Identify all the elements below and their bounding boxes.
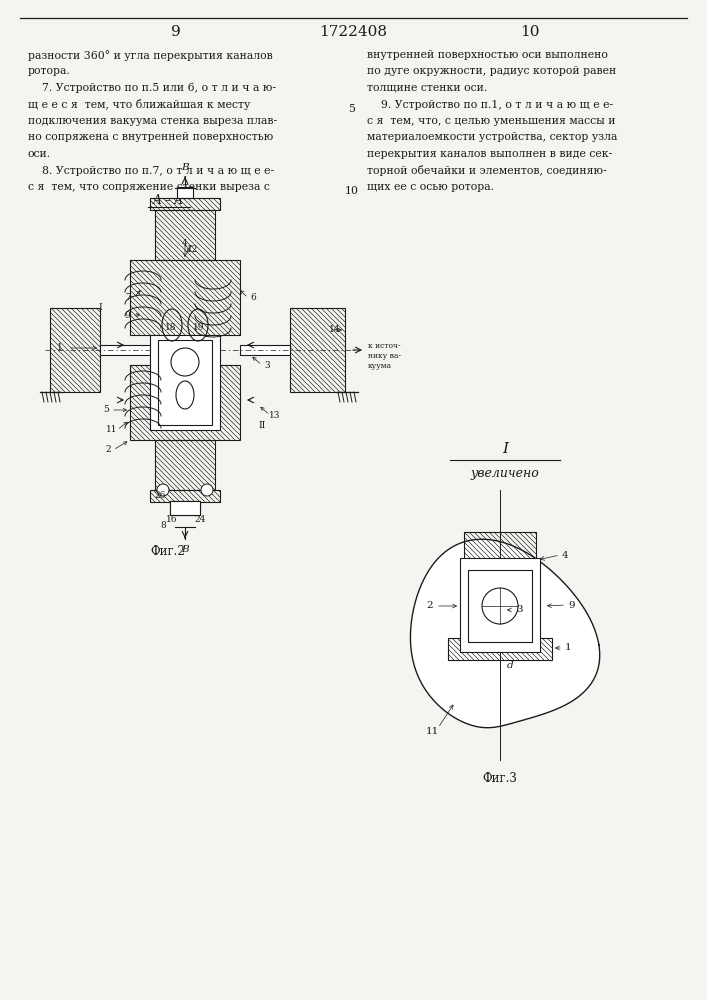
Text: 10: 10	[345, 186, 359, 196]
Text: 3: 3	[264, 360, 270, 369]
Text: увеличено: увеличено	[471, 468, 539, 481]
Text: 10: 10	[520, 25, 539, 39]
Text: 2: 2	[105, 446, 111, 454]
Text: 9: 9	[171, 25, 181, 39]
Bar	[150, 490, 220, 502]
Text: 7: 7	[125, 294, 131, 302]
Bar	[150, 335, 220, 430]
Text: 11: 11	[106, 426, 118, 434]
Bar	[468, 570, 532, 642]
Text: II: II	[258, 420, 266, 430]
Text: 5: 5	[349, 104, 356, 113]
Bar	[130, 260, 240, 335]
Text: 7. Устройство по п.5 или 6, о т л и ч а ю-: 7. Устройство по п.5 или 6, о т л и ч а …	[28, 83, 276, 93]
Bar	[155, 440, 215, 490]
Bar	[240, 345, 290, 355]
Text: 3: 3	[517, 605, 523, 614]
Text: куума: куума	[368, 362, 392, 370]
Text: ротора.: ротора.	[28, 66, 71, 77]
Text: перекрытия каналов выполнен в виде сек-: перекрытия каналов выполнен в виде сек-	[367, 149, 612, 159]
Text: внутренней поверхностью оси выполнено: внутренней поверхностью оси выполнено	[367, 50, 608, 60]
Text: 11: 11	[426, 728, 438, 736]
Text: разности 360° и угла перекрытия каналов: разности 360° и угла перекрытия каналов	[28, 50, 273, 61]
Text: d: d	[507, 660, 513, 670]
Text: 9: 9	[568, 600, 575, 609]
Text: материалоемкости устройства, сектор узла: материалоемкости устройства, сектор узла	[367, 132, 617, 142]
Text: 4: 4	[182, 239, 188, 248]
Bar	[50, 308, 100, 392]
Bar	[170, 501, 200, 515]
Text: 1: 1	[57, 344, 63, 353]
Text: нику ва-: нику ва-	[368, 352, 401, 360]
Text: I: I	[502, 442, 508, 456]
Text: 19: 19	[193, 324, 205, 332]
Text: 26: 26	[154, 490, 165, 499]
Text: 18: 18	[165, 324, 177, 332]
Text: 2: 2	[427, 601, 433, 610]
Text: с я  тем, что сопряжение стенки выреза с: с я тем, что сопряжение стенки выреза с	[28, 182, 270, 192]
Text: 6: 6	[250, 294, 256, 302]
Text: В: В	[181, 545, 189, 554]
Text: с я  тем, что, с целью уменьшения массы и: с я тем, что, с целью уменьшения массы и	[367, 116, 616, 126]
Text: 14: 14	[329, 326, 341, 334]
Bar	[155, 210, 215, 260]
Circle shape	[157, 484, 169, 496]
Bar	[100, 345, 168, 355]
Text: 5: 5	[103, 406, 109, 414]
Bar	[170, 501, 200, 515]
Text: А – А: А – А	[153, 194, 184, 207]
Circle shape	[482, 588, 518, 624]
Bar	[158, 340, 212, 425]
Bar	[448, 638, 552, 660]
Text: 12: 12	[187, 245, 199, 254]
Bar	[150, 198, 220, 210]
Bar	[290, 308, 345, 392]
Text: оси.: оси.	[28, 149, 51, 159]
Text: В: В	[181, 163, 189, 172]
Text: 24: 24	[194, 516, 206, 524]
Circle shape	[201, 484, 213, 496]
Text: 1: 1	[565, 644, 571, 652]
Bar	[464, 532, 536, 600]
Text: 16: 16	[166, 516, 177, 524]
Text: щих ее с осью ротора.: щих ее с осью ротора.	[367, 182, 494, 192]
Text: торной обечайки и элементов, соединяю-: торной обечайки и элементов, соединяю-	[367, 165, 607, 176]
Text: 8. Устройство по п.7, о т л и ч а ю щ е е-: 8. Устройство по п.7, о т л и ч а ю щ е …	[28, 165, 274, 176]
Bar	[130, 365, 240, 440]
Text: 13: 13	[269, 410, 281, 420]
Circle shape	[171, 348, 199, 376]
Polygon shape	[411, 539, 600, 728]
Bar	[177, 187, 193, 198]
Text: 1722408: 1722408	[319, 25, 387, 39]
Text: I: I	[98, 304, 102, 312]
Text: подключения вакуума стенка выреза плав-: подключения вакуума стенка выреза плав-	[28, 116, 277, 126]
Text: толщине стенки оси.: толщине стенки оси.	[367, 83, 487, 93]
Text: 9. Устройство по п.1, о т л и ч а ю щ е е-: 9. Устройство по п.1, о т л и ч а ю щ е …	[367, 100, 613, 109]
Text: Фиг.2: Фиг.2	[151, 545, 185, 558]
Bar	[460, 558, 540, 652]
Text: но сопряжена с внутренней поверхностью: но сопряжена с внутренней поверхностью	[28, 132, 273, 142]
Text: 4: 4	[561, 550, 568, 560]
Text: к источ-: к источ-	[368, 342, 401, 350]
Text: 9: 9	[124, 310, 130, 320]
Text: по дуге окружности, радиус которой равен: по дуге окружности, радиус которой равен	[367, 66, 617, 77]
Text: Фиг.3: Фиг.3	[483, 772, 518, 785]
Text: щ е е с я  тем, что ближайшая к месту: щ е е с я тем, что ближайшая к месту	[28, 100, 250, 110]
Text: 8: 8	[160, 520, 166, 530]
